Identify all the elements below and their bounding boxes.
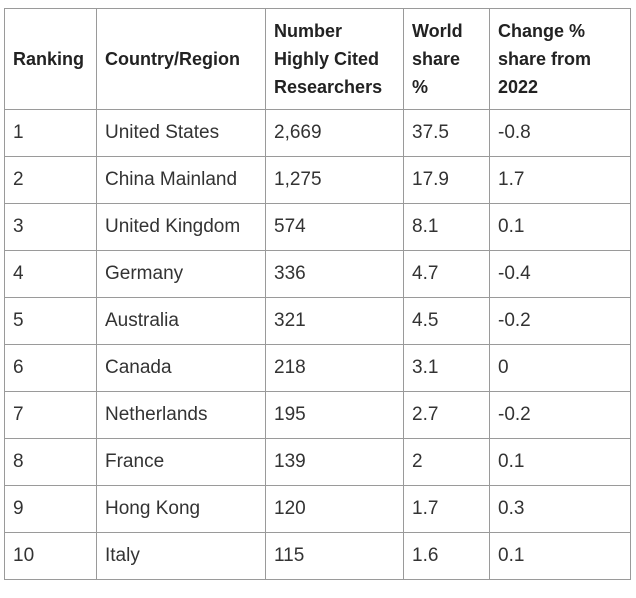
table-container: Ranking Country/Region Number Highly Cit…	[4, 8, 631, 580]
cell-world-share: 2.7	[403, 391, 490, 439]
header-world-share: World share %	[403, 8, 490, 110]
cell-country-region: Italy	[96, 532, 266, 580]
cell-country-region: United States	[96, 109, 266, 157]
cell-change-share: -0.2	[489, 391, 631, 439]
cell-ranking: 6	[4, 344, 97, 392]
cell-change-share: 0.3	[489, 485, 631, 533]
table-header: Ranking Country/Region Number Highly Cit…	[4, 8, 631, 110]
table-row: 6 Canada 218 3.1 0	[4, 344, 631, 392]
cell-change-share: 0.1	[489, 532, 631, 580]
cell-ranking: 9	[4, 485, 97, 533]
header-change-share: Change % share from 2022	[489, 8, 631, 110]
cell-country-region: Netherlands	[96, 391, 266, 439]
cell-ranking: 4	[4, 250, 97, 298]
cell-researchers: 195	[265, 391, 404, 439]
header-row: Ranking Country/Region Number Highly Cit…	[4, 8, 631, 110]
cell-world-share: 2	[403, 438, 490, 486]
cell-researchers: 139	[265, 438, 404, 486]
cell-world-share: 17.9	[403, 156, 490, 204]
cell-country-region: Canada	[96, 344, 266, 392]
table-row: 5 Australia 321 4.5 -0.2	[4, 297, 631, 345]
cell-country-region: Germany	[96, 250, 266, 298]
table-row: 9 Hong Kong 120 1.7 0.3	[4, 485, 631, 533]
table-row: 10 Italy 115 1.6 0.1	[4, 532, 631, 580]
table-row: 8 France 139 2 0.1	[4, 438, 631, 486]
cell-change-share: -0.8	[489, 109, 631, 157]
cell-change-share: 0.1	[489, 203, 631, 251]
cell-researchers: 574	[265, 203, 404, 251]
cell-change-share: 0.1	[489, 438, 631, 486]
cell-country-region: United Kingdom	[96, 203, 266, 251]
cell-researchers: 218	[265, 344, 404, 392]
cell-world-share: 37.5	[403, 109, 490, 157]
cell-researchers: 2,669	[265, 109, 404, 157]
cell-ranking: 10	[4, 532, 97, 580]
cell-world-share: 1.7	[403, 485, 490, 533]
table-row: 7 Netherlands 195 2.7 -0.2	[4, 391, 631, 439]
cell-ranking: 8	[4, 438, 97, 486]
cell-change-share: 0	[489, 344, 631, 392]
cell-world-share: 4.7	[403, 250, 490, 298]
cell-country-region: Australia	[96, 297, 266, 345]
cell-world-share: 8.1	[403, 203, 490, 251]
header-number-researchers: Number Highly Cited Researchers	[265, 8, 404, 110]
cell-researchers: 336	[265, 250, 404, 298]
cell-country-region: France	[96, 438, 266, 486]
highly-cited-researchers-table: Ranking Country/Region Number Highly Cit…	[4, 8, 631, 580]
cell-world-share: 1.6	[403, 532, 490, 580]
cell-world-share: 3.1	[403, 344, 490, 392]
cell-researchers: 120	[265, 485, 404, 533]
table-row: 4 Germany 336 4.7 -0.4	[4, 250, 631, 298]
cell-ranking: 5	[4, 297, 97, 345]
header-ranking: Ranking	[4, 8, 97, 110]
cell-change-share: 1.7	[489, 156, 631, 204]
cell-ranking: 7	[4, 391, 97, 439]
header-country-region: Country/Region	[96, 8, 266, 110]
cell-ranking: 1	[4, 109, 97, 157]
table-row: 2 China Mainland 1,275 17.9 1.7	[4, 156, 631, 204]
cell-researchers: 1,275	[265, 156, 404, 204]
cell-world-share: 4.5	[403, 297, 490, 345]
cell-researchers: 321	[265, 297, 404, 345]
cell-ranking: 3	[4, 203, 97, 251]
cell-country-region: Hong Kong	[96, 485, 266, 533]
cell-country-region: China Mainland	[96, 156, 266, 204]
cell-change-share: -0.2	[489, 297, 631, 345]
table-row: 3 United Kingdom 574 8.1 0.1	[4, 203, 631, 251]
cell-researchers: 115	[265, 532, 404, 580]
cell-change-share: -0.4	[489, 250, 631, 298]
cell-ranking: 2	[4, 156, 97, 204]
table-body: 1 United States 2,669 37.5 -0.8 2 China Mainla…	[4, 109, 631, 580]
table-row: 1 United States 2,669 37.5 -0.8	[4, 109, 631, 157]
